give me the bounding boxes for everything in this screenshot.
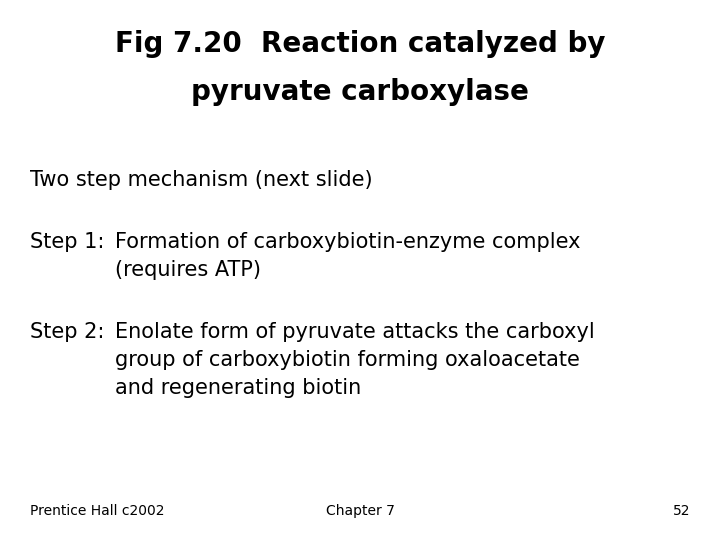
Text: Step 1:: Step 1:: [30, 232, 117, 252]
Text: Formation of carboxybiotin-enzyme complex: Formation of carboxybiotin-enzyme comple…: [115, 232, 580, 252]
Text: pyruvate carboxylase: pyruvate carboxylase: [191, 78, 529, 106]
Text: Enolate form of pyruvate attacks the carboxyl: Enolate form of pyruvate attacks the car…: [115, 322, 595, 342]
Text: Chapter 7: Chapter 7: [325, 504, 395, 518]
Text: 52: 52: [672, 504, 690, 518]
Text: group of carboxybiotin forming oxaloacetate: group of carboxybiotin forming oxaloacet…: [115, 350, 580, 370]
Text: and regenerating biotin: and regenerating biotin: [115, 378, 361, 398]
Text: Step 2:: Step 2:: [30, 322, 117, 342]
Text: (requires ATP): (requires ATP): [115, 260, 261, 280]
Text: Two step mechanism (next slide): Two step mechanism (next slide): [30, 170, 373, 190]
Text: Prentice Hall c2002: Prentice Hall c2002: [30, 504, 164, 518]
Text: Fig 7.20  Reaction catalyzed by: Fig 7.20 Reaction catalyzed by: [114, 30, 606, 58]
